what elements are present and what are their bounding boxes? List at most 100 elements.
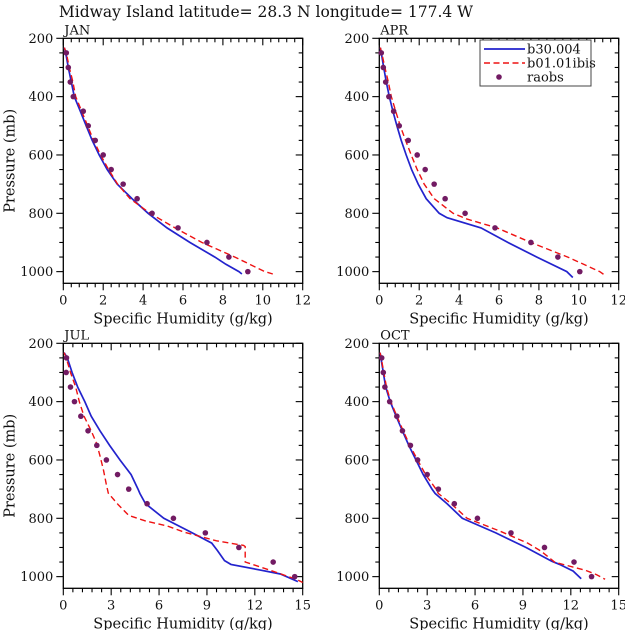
raobs-point [528,239,534,246]
raobs-point [451,500,458,507]
x-tick-label: 12 [247,598,264,613]
series-points-raobs [378,50,583,275]
raobs-point [78,413,84,420]
x-tick-label: 6 [495,293,503,308]
raobs-point [103,457,110,463]
raobs-point [378,50,385,56]
raobs-point [114,471,121,478]
y-axis-label: Pressure (mb) [2,109,18,213]
legend-entry-label: b01.01ibis [527,57,596,72]
raobs-point [67,79,74,85]
raobs-point [80,108,87,115]
raobs-point [386,93,392,100]
y-tick-label: 800 [28,207,53,222]
x-tick-label: 6 [155,598,163,613]
y-tick-label: 800 [28,512,53,527]
raobs-point [422,166,428,173]
raobs-point [414,457,421,463]
y-tick-label: 400 [344,90,369,105]
raobs-point [92,137,99,144]
y-tick-label: 600 [344,453,369,468]
legend-sample-dot [496,74,502,80]
x-tick-label: 3 [107,598,115,613]
raobs-point [407,442,414,449]
x-tick-label: 12 [563,598,580,613]
x-tick-label: 10 [255,293,272,308]
raobs-point [394,413,400,420]
y-tick-label: 800 [344,512,369,527]
x-tick-label: 6 [179,293,187,308]
raobs-point [492,225,498,231]
raobs-point [424,471,430,478]
x-tick-label: 2 [99,293,107,308]
raobs-point [170,515,177,522]
x-tick-label: 2 [415,293,423,308]
panel-title: APR [379,23,409,38]
x-axis-label: Specific Humidity (g/kg) [93,311,272,327]
raobs-point [226,254,232,260]
raobs-point [85,428,91,434]
raobs-point [63,50,70,56]
raobs-point [414,152,421,158]
y-tick-label: 200 [28,32,53,47]
x-tick-label: 9 [203,598,211,613]
y-tick-label: 200 [344,32,369,47]
x-tick-label: 15 [294,598,311,613]
series-line-b01.01ibis [63,352,304,584]
raobs-point [291,573,298,580]
series-points-raobs [378,355,595,580]
raobs-point [382,79,389,85]
x-tick-label: 9 [519,598,527,613]
x-tick-label: 4 [455,293,463,308]
raobs-point [380,64,387,71]
raobs-point [435,486,442,492]
series-line-b01.01ibis [63,47,274,275]
x-tick-label: 10 [571,293,588,308]
raobs-point [144,500,150,507]
y-tick-label: 600 [344,148,369,163]
raobs-point [94,442,100,449]
raobs-point [396,123,403,129]
y-tick-label: 400 [344,395,369,410]
raobs-point [202,530,209,536]
x-tick-label: 0 [375,598,383,613]
series-line-b30.004 [63,352,299,583]
raobs-point [236,544,242,551]
x-tick-label: 8 [219,293,227,308]
x-tick-label: 0 [59,293,67,308]
raobs-point [541,544,548,551]
raobs-point [63,369,69,376]
raobs-point [405,137,412,144]
series-line-b01.01ibis [379,352,606,580]
raobs-point [378,355,385,361]
raobs-point [100,152,106,158]
raobs-point [149,210,155,217]
raobs-point [399,428,406,434]
panel-jul: 0 3 6 9 12 15 200 400 600 800 1000 JUL Specific Humi… [2,328,311,632]
y-tick-label: 400 [28,90,53,105]
raobs-point [508,530,514,536]
raobs-point [571,559,577,565]
x-tick-label: 3 [423,598,431,613]
legend-entry-label: raobs [527,71,564,86]
raobs-point [125,486,132,492]
y-tick-label: 400 [28,395,53,410]
raobs-point [270,559,276,565]
raobs-point [382,384,388,390]
y-tick-label: 200 [28,337,53,352]
x-axis-label: Specific Humidity (g/kg) [409,616,588,630]
raobs-point [245,268,251,275]
raobs-point [588,573,595,580]
raobs-point [442,195,448,202]
x-tick-label: 0 [59,598,67,613]
series-line-b30.004 [379,352,582,580]
y-tick-label: 1000 [336,570,369,585]
y-tick-label: 800 [344,207,369,222]
x-tick-label: 15 [610,598,625,613]
y-tick-label: 1000 [20,570,53,585]
x-tick-label: 12 [610,293,625,308]
y-tick-label: 600 [28,453,53,468]
panel-title: OCT [380,328,410,343]
